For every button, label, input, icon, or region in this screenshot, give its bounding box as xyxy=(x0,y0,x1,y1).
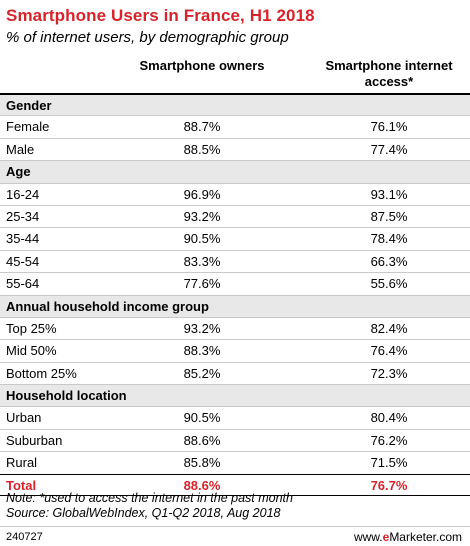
table-row: 16-24 96.9% 93.1% xyxy=(0,182,470,205)
section-label: Household location xyxy=(6,388,127,404)
chart-id: 240727 xyxy=(6,531,43,543)
cell-internet-access: 80.4% xyxy=(370,410,408,426)
chart-title: Smartphone Users in France, H1 2018 xyxy=(6,6,315,25)
note-line: Note: *used to access the internet in th… xyxy=(6,491,293,505)
row-label: 25-34 xyxy=(6,208,40,224)
section-header-row: Annual household income group xyxy=(0,294,470,317)
table-row: Mid 50% 88.3% 76.4% xyxy=(0,339,470,361)
row-label: Rural xyxy=(6,455,38,471)
cell-owners: 90.5% xyxy=(183,231,221,247)
row-label: 55-64 xyxy=(6,276,40,292)
cell-internet-access: 78.4% xyxy=(370,231,408,247)
table-row: 25-34 93.2% 87.5% xyxy=(0,204,470,227)
brand-prefix: www. xyxy=(353,530,383,544)
chart-note: Note: *used to access the internet in th… xyxy=(6,491,293,521)
cell-owners: 85.2% xyxy=(183,365,221,381)
table-header: Smartphone owners Smartphone internet ac… xyxy=(0,55,470,93)
row-label: Urban xyxy=(6,410,42,426)
cell-internet-access: 55.6% xyxy=(370,276,408,292)
row-label: 35-44 xyxy=(6,231,40,247)
cell-owners: 88.6% xyxy=(183,432,221,448)
cell-owners: 96.9% xyxy=(183,186,221,202)
total-label: Total xyxy=(6,477,37,493)
cell-internet-access: 76.1% xyxy=(370,119,408,135)
section-header-row: Age xyxy=(0,160,470,183)
cell-owners: 88.7% xyxy=(183,119,221,135)
section-header-row: Household location xyxy=(0,384,470,407)
section-header-row: Gender xyxy=(0,93,470,116)
table-row: 45-54 83.3% 66.3% xyxy=(0,249,470,272)
table-row: Top 25% 93.2% 82.4% xyxy=(0,316,470,339)
chart-footer: 240727 www.eMarketer.com xyxy=(0,526,470,546)
row-label: Bottom 25% xyxy=(6,365,77,381)
row-label: Mid 50% xyxy=(6,343,57,359)
cell-owners: 90.5% xyxy=(183,410,221,426)
table-row: 55-64 77.6% 55.6% xyxy=(0,272,470,294)
table-row: Male 88.5% 77.4% xyxy=(0,137,470,160)
cell-owners: 88.5% xyxy=(183,141,221,157)
table-row: Female 88.7% 76.1% xyxy=(0,115,470,137)
table-row: Urban 90.5% 80.4% xyxy=(0,406,470,428)
cell-owners: 93.2% xyxy=(183,208,221,224)
cell-owners: 77.6% xyxy=(183,276,221,292)
section-label: Gender xyxy=(6,98,52,113)
cell-internet-access: 93.1% xyxy=(370,186,408,202)
cell-internet-access: 76.4% xyxy=(370,343,408,359)
brand-rest: Marketer.com xyxy=(389,530,462,544)
cell-internet-access: 66.3% xyxy=(370,253,408,269)
cell-owners: 93.2% xyxy=(183,320,221,336)
chart-subtitle: % of internet users, by demographic grou… xyxy=(6,29,289,46)
brand-e: e xyxy=(382,530,390,544)
total-owners: 88.6% xyxy=(183,477,221,493)
table-body: Gender Female 88.7% 76.1% Male 88.5% 77.4% Age 1… xyxy=(0,93,470,497)
section-label: Age xyxy=(6,164,31,180)
cell-owners: 83.3% xyxy=(183,253,221,269)
cell-internet-access: 77.4% xyxy=(370,141,408,157)
column-header-owners: Smartphone owners xyxy=(139,58,265,73)
row-label: Suburban xyxy=(6,432,63,448)
row-label: Female xyxy=(6,119,50,135)
brand-logo: www.eMarketer.com xyxy=(354,530,462,544)
cell-internet-access: 87.5% xyxy=(370,208,408,224)
cell-owners: 85.8% xyxy=(183,455,221,471)
column-header-internet-access: Smartphone internet access* xyxy=(325,58,453,89)
cell-internet-access: 76.2% xyxy=(370,432,408,448)
row-label: Male xyxy=(6,141,35,157)
table-row: 35-44 90.5% 78.4% xyxy=(0,227,470,249)
table-row: Bottom 25% 85.2% 72.3% xyxy=(0,361,470,384)
row-label: Top 25% xyxy=(6,320,57,336)
cell-internet-access: 71.5% xyxy=(370,455,408,471)
total-internet-access: 76.7% xyxy=(370,477,408,493)
row-label: 45-54 xyxy=(6,253,40,269)
source-line: Source: GlobalWebIndex, Q1-Q2 2018, Aug … xyxy=(6,506,281,520)
cell-internet-access: 72.3% xyxy=(370,365,408,381)
cell-internet-access: 82.4% xyxy=(370,320,408,336)
cell-owners: 88.3% xyxy=(183,343,221,359)
table-row: Rural 85.8% 71.5% xyxy=(0,451,470,473)
total-row: Total 88.6% 76.7% xyxy=(0,473,470,497)
section-label: Annual household income group xyxy=(6,298,209,314)
table-row: Suburban 88.6% 76.2% xyxy=(0,428,470,451)
row-label: 16-24 xyxy=(6,186,40,202)
